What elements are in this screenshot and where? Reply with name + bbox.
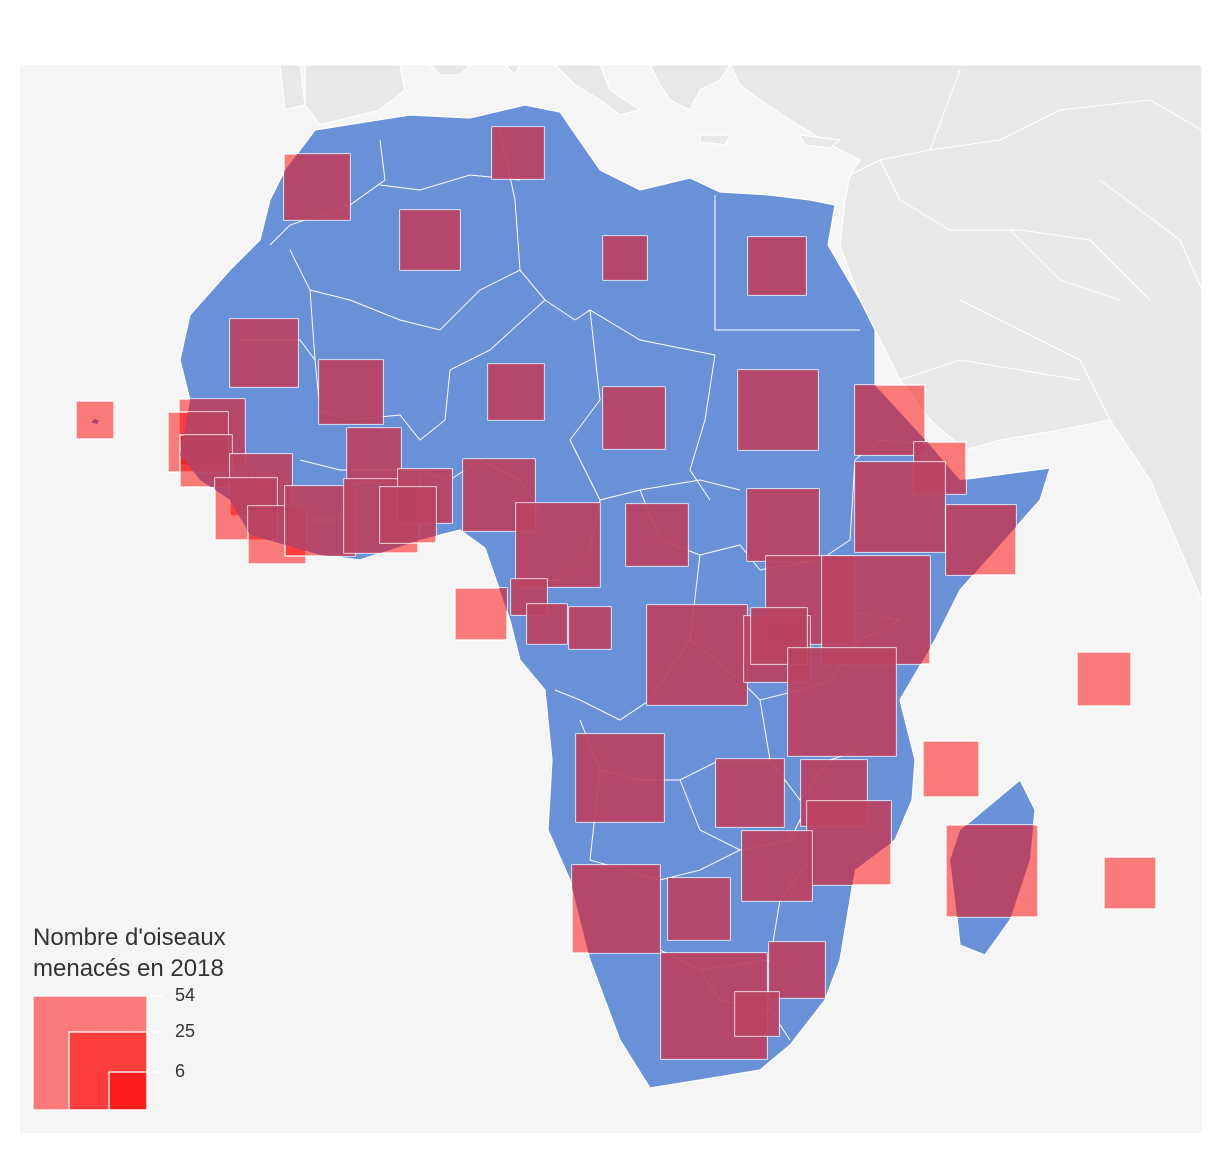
country-square-land-28 xyxy=(747,489,819,561)
country-square-land-35 xyxy=(527,604,567,644)
country-square-land-27 xyxy=(626,504,688,566)
country-square-land-1 xyxy=(284,154,350,220)
country-square-47 xyxy=(922,740,980,798)
country-square-land-29 xyxy=(855,462,945,552)
country-square-land-42 xyxy=(716,759,784,827)
legend-label-6: 6 xyxy=(175,1061,186,1081)
country-square-33 xyxy=(454,587,508,641)
legend-title-line-2: menacés en 2018 xyxy=(33,955,224,982)
legend-square-6 xyxy=(108,1071,148,1111)
country-square-land-8 xyxy=(488,364,544,420)
country-square-land-20 xyxy=(285,486,355,556)
country-square-land-40 xyxy=(788,648,896,756)
country-square-land-50 xyxy=(572,865,660,953)
country-square-land-36 xyxy=(569,607,611,649)
legend-title: Nombre d'oiseaux menacés en 2018 xyxy=(33,922,226,984)
country-square-land-5 xyxy=(748,237,806,295)
country-square-land-37 xyxy=(647,605,747,705)
country-square-land-6 xyxy=(230,319,298,387)
legend-ticks xyxy=(147,995,163,1073)
neighbor-borders xyxy=(849,69,1202,421)
threatened-birds-squares xyxy=(75,126,1157,1060)
legend-squares xyxy=(32,995,148,1111)
legend-label-54: 54 xyxy=(175,985,196,1005)
country-square-13 xyxy=(75,400,115,440)
country-square-land-51 xyxy=(668,878,730,940)
country-square-land-26 xyxy=(516,503,600,587)
country-square-46 xyxy=(1076,651,1132,707)
country-square-land-41 xyxy=(576,734,664,822)
country-square-land-3 xyxy=(492,127,544,179)
country-square-land-45 xyxy=(742,831,812,901)
country-square-land-21 xyxy=(347,428,401,482)
country-square-land-52 xyxy=(769,942,825,998)
country-square-land-54 xyxy=(735,992,779,1036)
country-square-land-24 xyxy=(380,487,436,543)
country-square-land-4 xyxy=(603,236,647,280)
country-square-land-7 xyxy=(319,360,383,424)
country-square-land-32 xyxy=(822,556,930,664)
country-square-land-10 xyxy=(738,370,818,450)
country-square-land-2 xyxy=(400,210,460,270)
neighbor-land xyxy=(279,65,1202,601)
country-square-land-9 xyxy=(603,387,665,449)
country-square-49 xyxy=(1103,856,1157,910)
legend-title-line-1: Nombre d'oiseaux xyxy=(33,924,226,951)
legend-label-25: 25 xyxy=(175,1021,196,1041)
